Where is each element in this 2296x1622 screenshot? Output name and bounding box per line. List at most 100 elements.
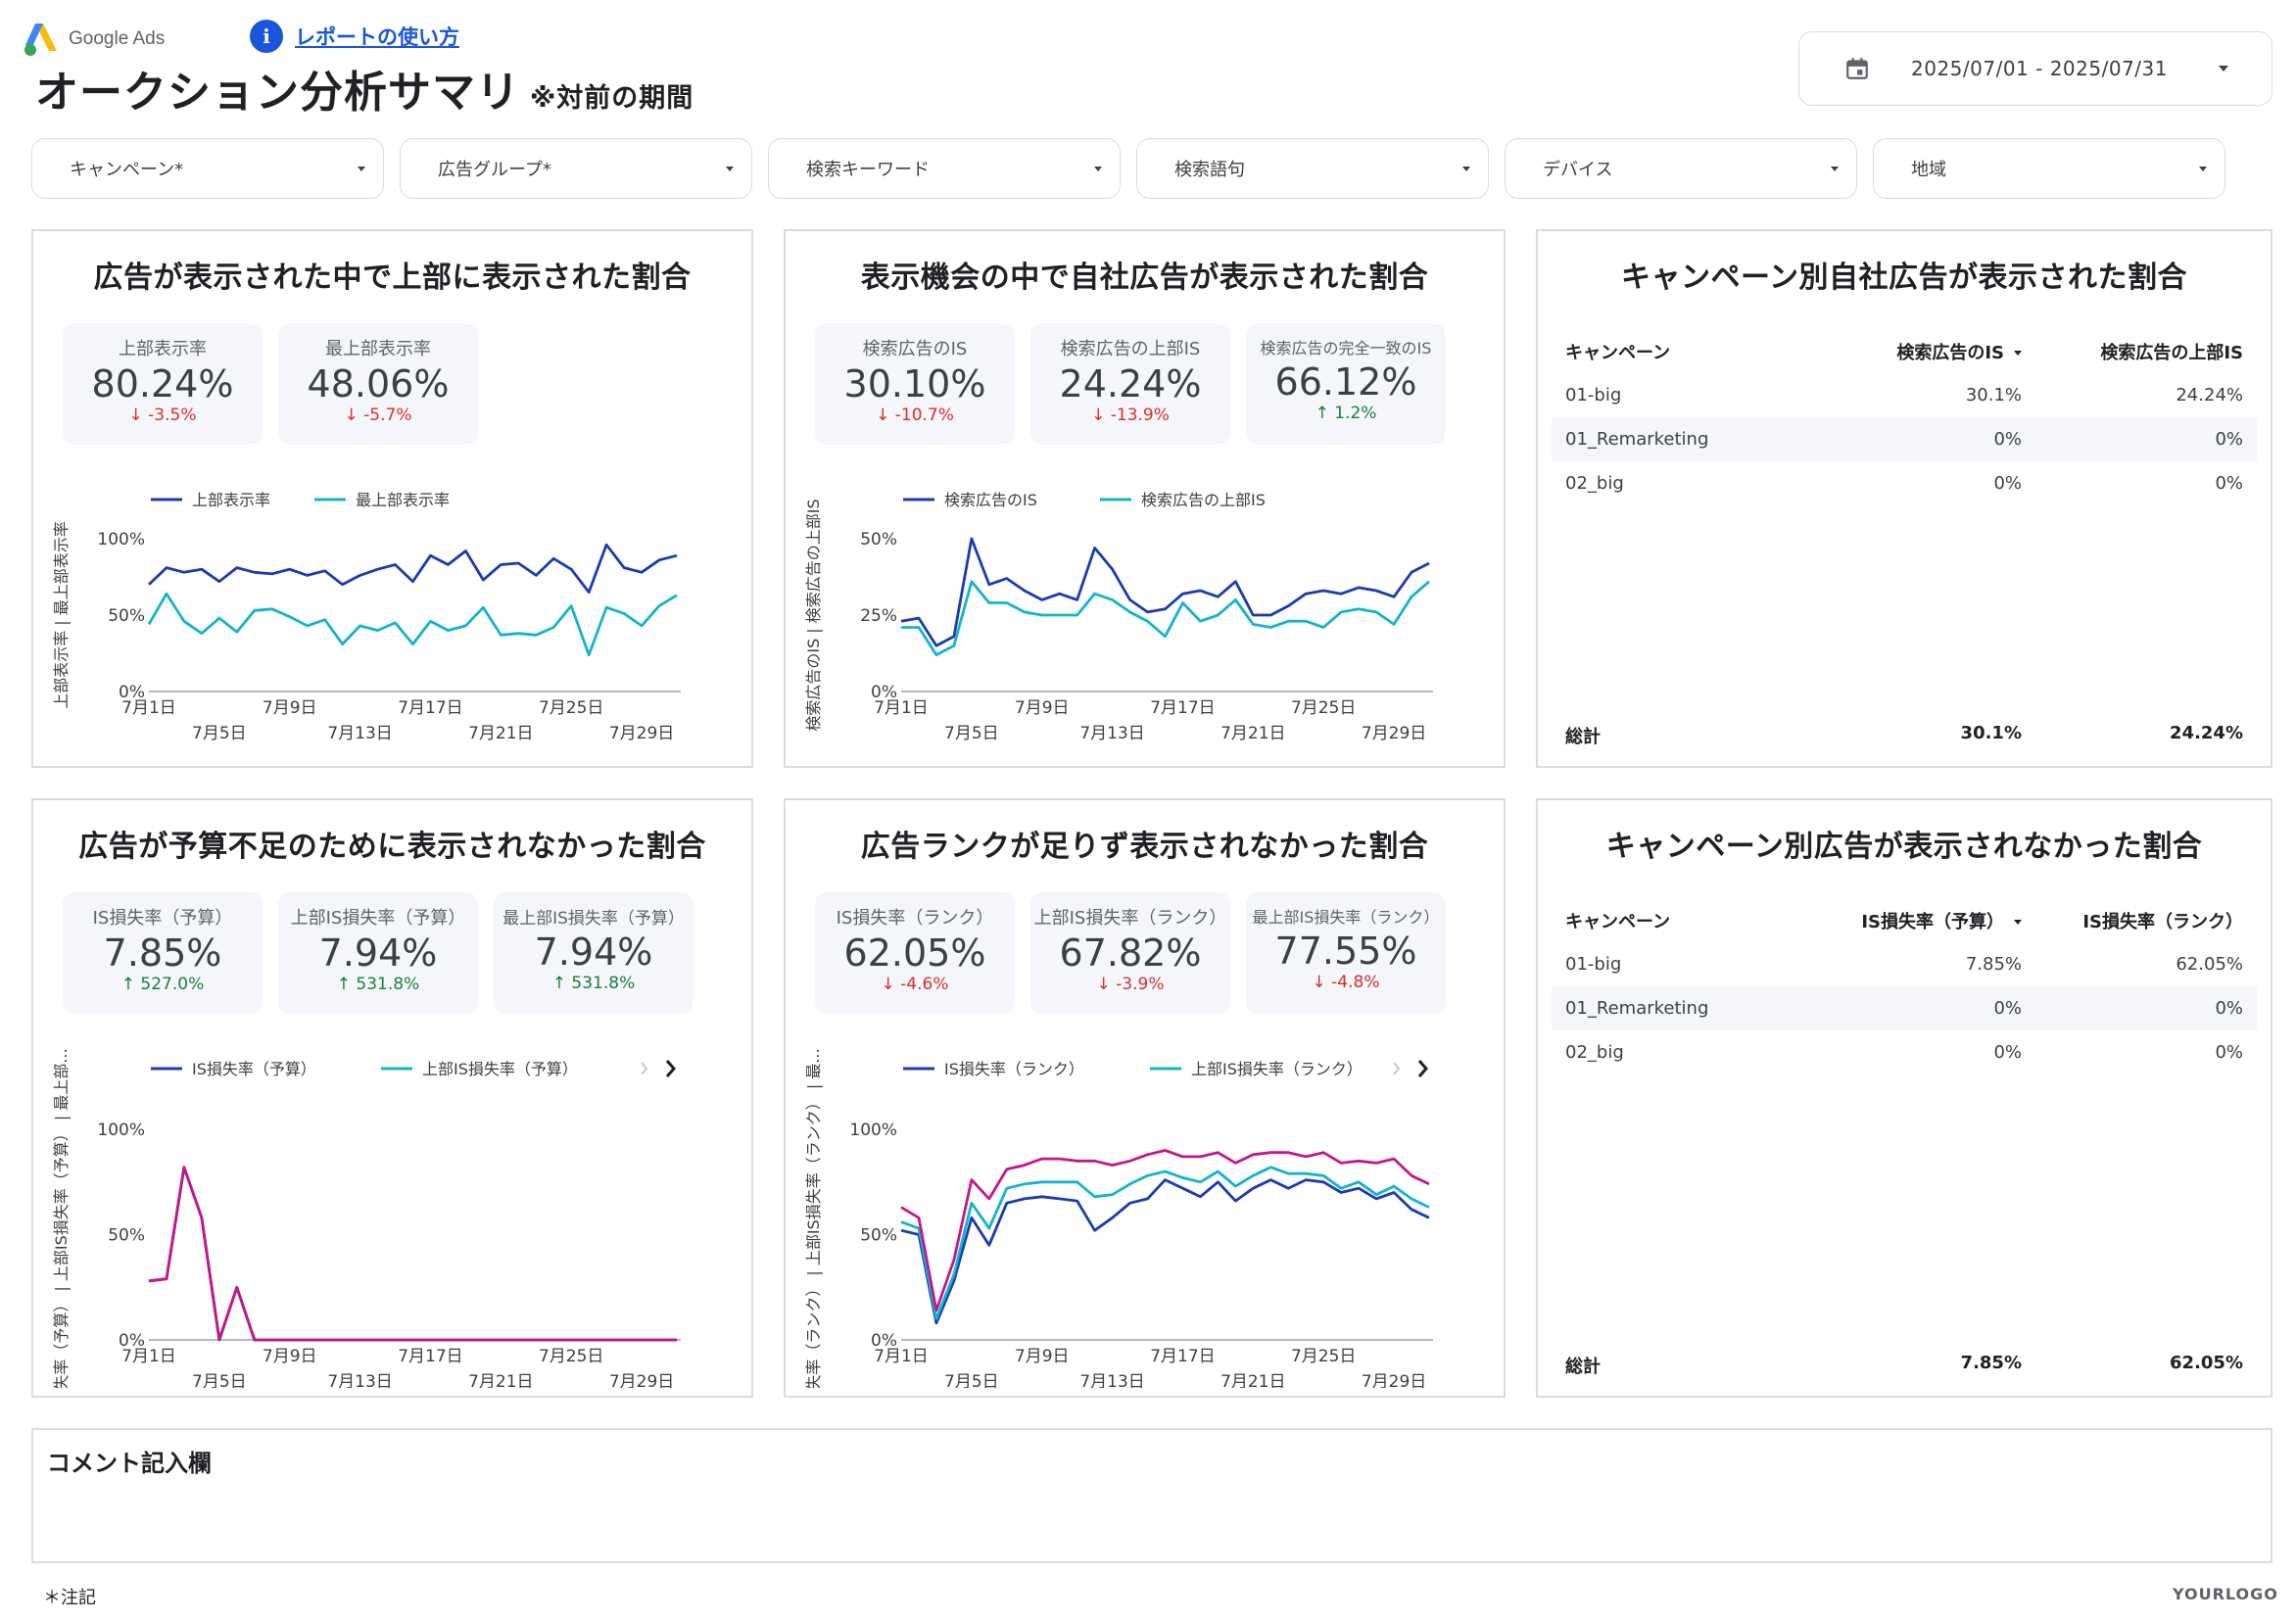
y-axis-title: IS損失率（予算） | 上部IS損失率（予算） | 最上部... [52, 1048, 71, 1388]
filter-label: キャンペーン* [70, 160, 184, 180]
kpi-delta-value: 531.8% [571, 974, 636, 993]
series-line [900, 1178, 1430, 1325]
x-tick-label: 7月1日 [874, 1347, 929, 1366]
kpi-delta-value: -13.9% [1110, 406, 1170, 425]
column-header-sorted[interactable]: 検索広告のIS [1806, 339, 2028, 364]
cell-value: 0% [2215, 429, 2243, 450]
panel-impression-share: 表示機会の中で自社広告が表示された割合 検索広告のIS 30.10% ↓ -10… [784, 229, 1506, 768]
kpi-delta-value: -3.9% [1116, 975, 1165, 994]
table-header: キャンペーン IS損失率（予算） IS損失率（ランク） [1552, 898, 2257, 942]
column-header-sorted[interactable]: IS損失率（予算） [1806, 908, 2028, 933]
column-header[interactable]: IS損失率（ランク） [2082, 911, 2243, 932]
kpi-card: IS損失率（ランク） 62.05% ↓ -4.6% [815, 892, 1015, 1014]
panel-title: キャンペーン別自社広告が表示された割合 [1621, 261, 2187, 295]
kpi-card: 上部IS損失率（ランク） 67.82% ↓ -3.9% [1030, 892, 1230, 1014]
arrow-up-icon: ↑ [1315, 404, 1335, 423]
x-tick-label: 7月17日 [1150, 1347, 1215, 1366]
panel-campaign-impression-share: キャンペーン別自社広告が表示された割合 キャンペーン 検索広告のIS 検索広告の… [1536, 229, 2272, 768]
filter-search-term[interactable]: 検索語句 [1136, 138, 1489, 199]
kpi-value: 30.10% [843, 362, 986, 406]
y-tick-label: 50% [108, 606, 145, 626]
campaign-lost-table: キャンペーン IS損失率（予算） IS損失率（ランク） 01-big 7.85%… [1552, 898, 2257, 1074]
y-tick-label: 100% [97, 530, 145, 549]
page-title-text: オークション分析サマリ [35, 68, 520, 118]
kpi-label: 上部表示率 [119, 339, 207, 359]
sort-desc-icon [2014, 351, 2022, 356]
panel-budget-lost: 広告が予算不足のために表示されなかった割合 IS損失率（予算） 7.85% ↑ … [31, 798, 753, 1398]
cell-value: 0% [1993, 429, 2022, 450]
y-tick-label: 50% [860, 530, 897, 549]
x-tick-label: 7月25日 [1291, 698, 1356, 718]
kpi-delta: ↓ -10.7% [815, 406, 1015, 425]
x-tick-label: 7月29日 [1362, 1372, 1426, 1388]
kpi-label: 上部IS損失率（予算） [290, 908, 466, 929]
comment-box[interactable]: コメント記入欄 [31, 1428, 2272, 1563]
panel-campaign-lost: キャンペーン別広告が表示されなかった割合 キャンペーン IS損失率（予算） IS… [1536, 798, 2272, 1398]
column-header[interactable]: 検索広告の上部IS [2100, 342, 2243, 363]
table-row: 01-big 30.1% 24.24% [1552, 373, 2257, 417]
column-header[interactable]: キャンペーン [1565, 911, 1671, 932]
howto-link-group[interactable]: i レポートの使い方 [250, 20, 459, 53]
kpi-delta-value: 531.8% [356, 975, 420, 994]
kpi-value: 48.06% [307, 362, 450, 406]
x-tick-label: 7月1日 [121, 1347, 176, 1366]
legend-label: 上部表示率 [192, 491, 270, 509]
cell-value: 0% [2215, 1042, 2243, 1063]
kpi-card: IS損失率（予算） 7.85% ↑ 527.0% [63, 892, 263, 1014]
x-tick-label: 7月17日 [398, 698, 462, 718]
kpi-delta: ↑ 527.0% [63, 975, 263, 994]
table-row: 02_big 0% 0% [1552, 461, 2257, 505]
total-label: 総計 [1565, 727, 1601, 747]
kpi-delta: ↓ -3.9% [1030, 975, 1230, 994]
filter-search-keyword[interactable]: 検索キーワード [768, 138, 1121, 199]
howto-link[interactable]: レポートの使い方 [295, 25, 459, 49]
arrow-up-icon: ↑ [120, 975, 141, 994]
chevron-down-icon [1462, 166, 1470, 171]
arrow-down-icon: ↓ [1312, 973, 1332, 992]
x-tick-label: 7月1日 [874, 698, 929, 718]
chevron-down-icon [358, 166, 365, 171]
google-ads-logo: Google Ads [22, 22, 168, 57]
y-axis-title: 検索広告のIS | 検索広告の上部IS [804, 499, 823, 731]
kpi-label: IS損失率（予算） [92, 908, 233, 929]
series-line [900, 1149, 1430, 1312]
kpi-label: IS損失率（ランク） [836, 908, 994, 929]
kpi-delta-value: -10.7% [894, 406, 954, 425]
kpi-card: 最上部表示率 48.06% ↓ -5.7% [278, 323, 478, 445]
arrow-up-icon: ↑ [551, 974, 572, 993]
date-range-text: 2025/07/01 - 2025/07/31 [1911, 57, 2168, 80]
legend-label: 検索広告のIS [944, 491, 1037, 509]
column-header[interactable]: キャンペーン [1565, 342, 1671, 363]
chevron-down-icon [1831, 166, 1839, 171]
filter-device[interactable]: デバイス [1505, 138, 1857, 199]
filter-ad-group[interactable]: 広告グループ* [400, 138, 752, 199]
series-line [900, 537, 1430, 647]
legend-label: 上部IS損失率（ランク） [1191, 1060, 1363, 1078]
kpi-delta-value: 527.0% [140, 975, 205, 994]
x-tick-label: 7月9日 [263, 698, 317, 718]
kpi-label: 最上部表示率 [325, 339, 431, 359]
filter-region[interactable]: 地域 [1873, 138, 2225, 199]
info-icon[interactable]: i [250, 20, 283, 53]
kpi-value: 24.24% [1059, 362, 1202, 406]
x-tick-label: 7月21日 [1220, 724, 1285, 743]
x-tick-label: 7月13日 [1079, 1372, 1144, 1388]
chevron-left-icon [1393, 1062, 1401, 1075]
y-tick-label: 0% [871, 683, 897, 702]
legend-label: IS損失率（予算） [192, 1060, 316, 1078]
x-tick-label: 7月17日 [398, 1347, 462, 1366]
chevron-down-icon [2219, 66, 2228, 72]
filter-campaign[interactable]: キャンペーン* [31, 138, 384, 199]
legend-label: 最上部表示率 [356, 491, 450, 509]
arrow-down-icon: ↓ [128, 406, 149, 425]
arrow-down-icon: ↓ [1091, 406, 1111, 425]
kpi-card: 検索広告の完全一致のIS 66.12% ↑ 1.2% [1246, 323, 1446, 445]
series-line [147, 592, 678, 657]
x-tick-label: 7月21日 [1220, 1372, 1285, 1388]
calendar-icon [1846, 58, 1868, 79]
kpi-label: 最上部IS損失率（ランク） [1252, 908, 1440, 927]
date-range-picker[interactable]: 2025/07/01 - 2025/07/31 [1798, 31, 2272, 106]
legend-label: IS損失率（ランク） [944, 1060, 1084, 1078]
kpi-delta-value: -3.5% [148, 406, 197, 425]
chevron-right-icon [665, 1060, 676, 1077]
